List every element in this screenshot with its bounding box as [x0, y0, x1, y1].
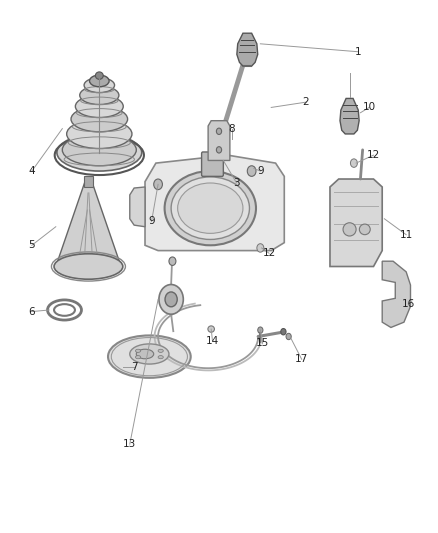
- Text: 11: 11: [399, 230, 413, 240]
- Text: 4: 4: [28, 166, 35, 176]
- Polygon shape: [340, 99, 359, 134]
- Text: 7: 7: [131, 362, 138, 372]
- Text: 8: 8: [229, 124, 235, 134]
- Ellipse shape: [89, 75, 109, 87]
- Ellipse shape: [136, 349, 154, 359]
- Text: 9: 9: [257, 166, 264, 176]
- Ellipse shape: [62, 134, 136, 166]
- Circle shape: [169, 257, 176, 265]
- Text: 5: 5: [28, 240, 35, 251]
- Ellipse shape: [135, 356, 141, 359]
- Text: 12: 12: [367, 150, 380, 160]
- Polygon shape: [208, 120, 230, 160]
- Text: 3: 3: [233, 177, 240, 188]
- Ellipse shape: [343, 223, 356, 236]
- Text: 15: 15: [256, 338, 269, 349]
- Circle shape: [281, 328, 286, 335]
- Ellipse shape: [165, 171, 256, 245]
- Ellipse shape: [171, 177, 250, 239]
- Circle shape: [247, 166, 256, 176]
- Polygon shape: [145, 155, 284, 251]
- Text: 6: 6: [28, 306, 35, 317]
- Ellipse shape: [158, 349, 163, 352]
- Ellipse shape: [75, 95, 123, 117]
- Text: 10: 10: [363, 102, 376, 112]
- Ellipse shape: [71, 107, 127, 132]
- Text: 17: 17: [295, 354, 308, 364]
- Circle shape: [154, 179, 162, 190]
- Ellipse shape: [80, 86, 119, 104]
- Polygon shape: [237, 33, 258, 66]
- Text: 12: 12: [262, 248, 276, 259]
- Ellipse shape: [57, 134, 142, 171]
- Text: 1: 1: [355, 47, 362, 56]
- Ellipse shape: [108, 335, 191, 378]
- Ellipse shape: [208, 326, 215, 332]
- Ellipse shape: [67, 119, 132, 149]
- Circle shape: [165, 292, 177, 307]
- Text: 2: 2: [303, 97, 309, 107]
- Ellipse shape: [359, 224, 370, 235]
- Polygon shape: [382, 261, 410, 327]
- Text: 9: 9: [148, 216, 155, 227]
- Circle shape: [350, 159, 357, 167]
- Ellipse shape: [54, 254, 123, 279]
- Circle shape: [258, 327, 263, 333]
- Bar: [84, 176, 93, 187]
- Circle shape: [159, 285, 184, 314]
- Ellipse shape: [84, 78, 115, 93]
- Circle shape: [216, 147, 222, 153]
- Circle shape: [257, 244, 264, 252]
- Circle shape: [286, 333, 291, 340]
- Circle shape: [216, 128, 222, 134]
- Polygon shape: [56, 182, 121, 266]
- Ellipse shape: [178, 183, 243, 233]
- Text: 14: 14: [206, 336, 219, 346]
- Text: 13: 13: [123, 439, 136, 449]
- Polygon shape: [330, 179, 382, 266]
- Ellipse shape: [95, 72, 103, 79]
- Ellipse shape: [130, 344, 169, 364]
- Polygon shape: [130, 187, 145, 227]
- Ellipse shape: [158, 356, 163, 359]
- FancyBboxPatch shape: [201, 152, 223, 176]
- Ellipse shape: [135, 349, 141, 352]
- Text: 16: 16: [402, 298, 415, 309]
